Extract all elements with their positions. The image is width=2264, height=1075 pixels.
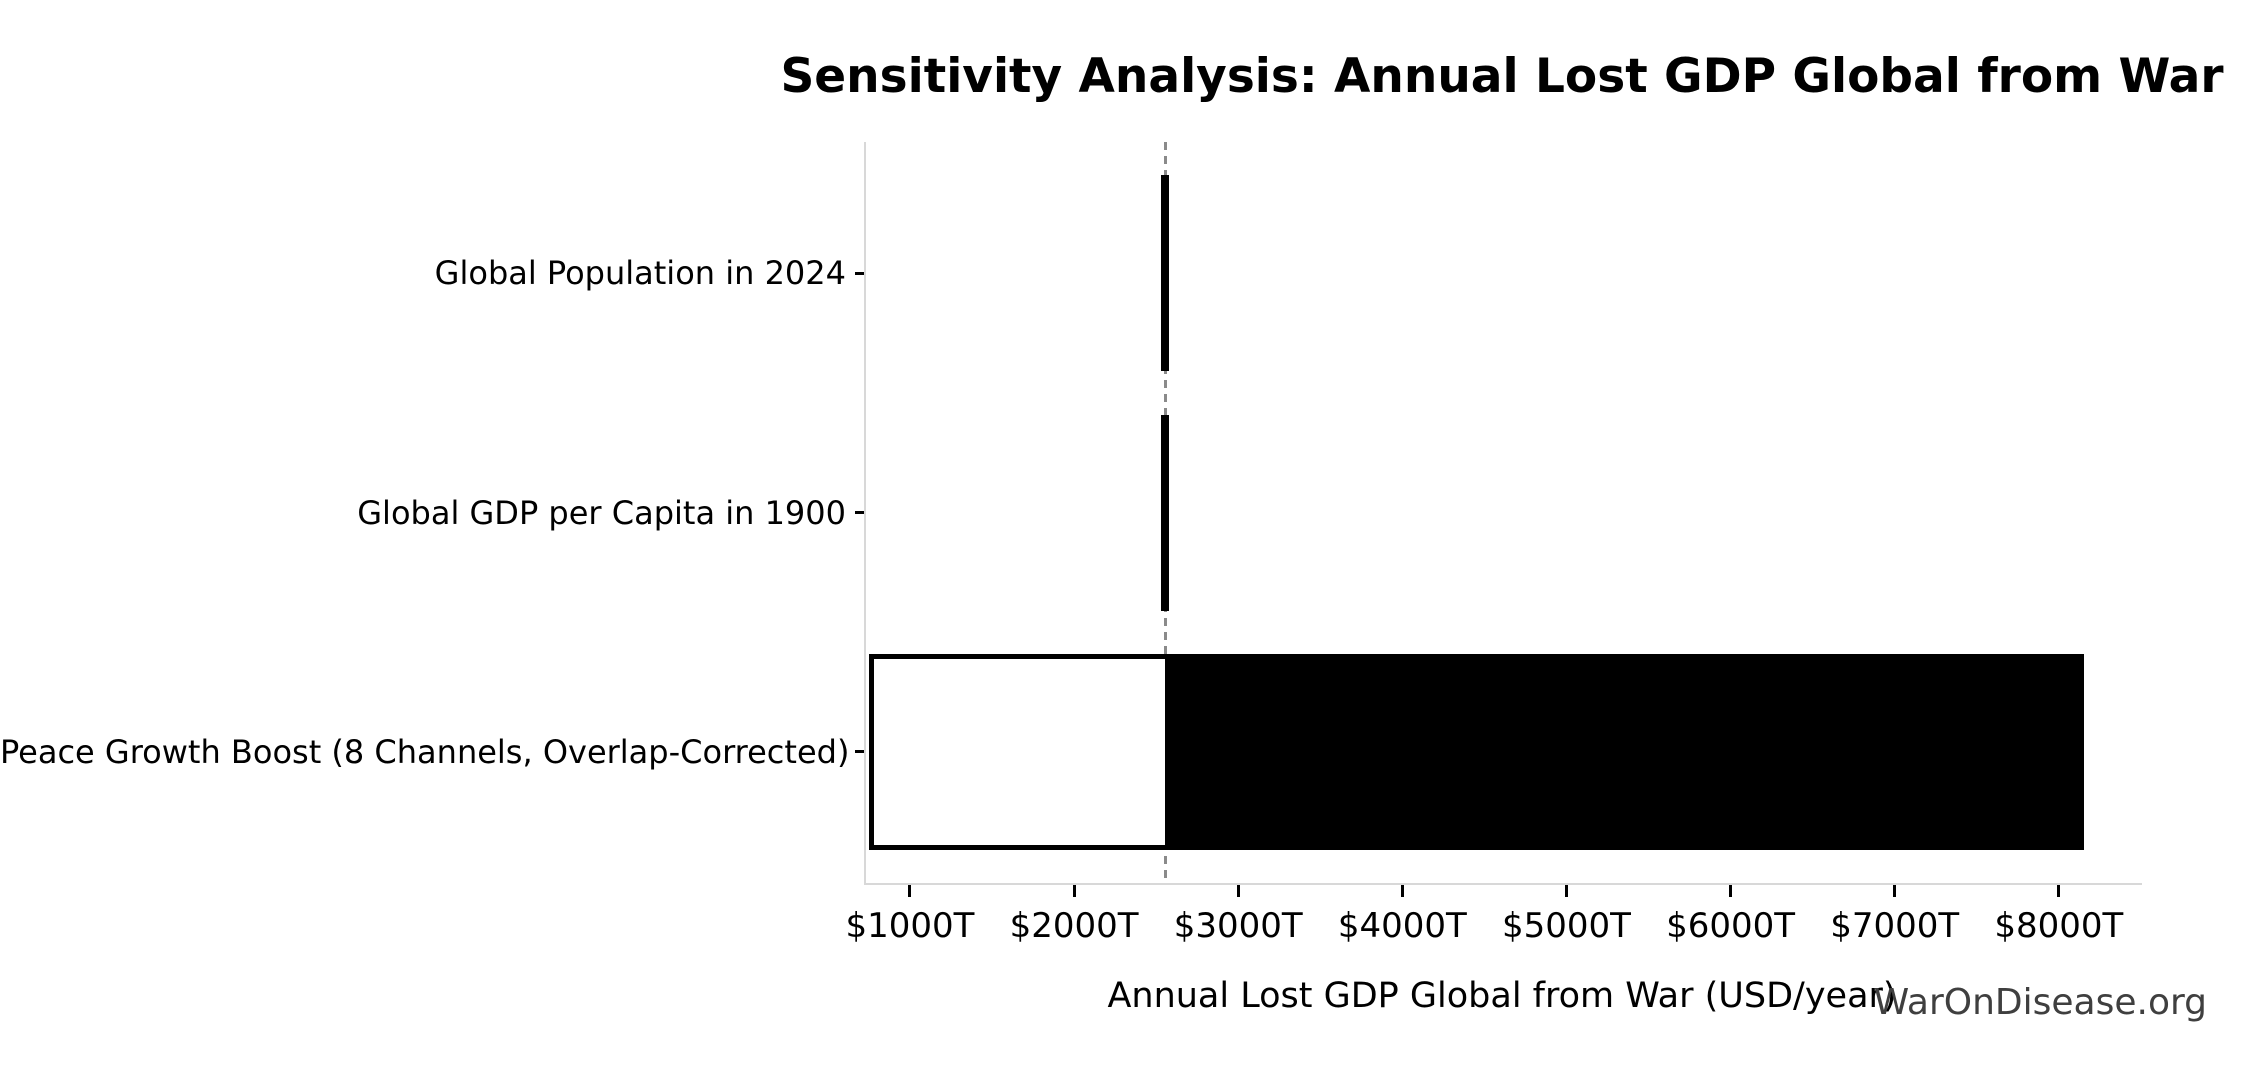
y-tick-label-global-population-in-2024: Global Population in 2024 xyxy=(434,254,846,293)
x-tick-mark xyxy=(1236,885,1240,897)
x-tick-label: $7000T xyxy=(1830,906,1960,946)
x-tick-label: $5000T xyxy=(1501,906,1631,946)
x-tick-label: $6000T xyxy=(1666,906,1796,946)
tornado-bar-global-gdp-per-capita-in-1900 xyxy=(1160,414,1170,611)
x-tick-label: $1000T xyxy=(845,906,975,946)
x-tick-label: $3000T xyxy=(1173,906,1303,946)
tornado-bar-global-population-in-2024 xyxy=(1161,175,1169,372)
y-tick-label-peace-growth-boost-8-channels-overlap-corrected: Peace Growth Boost (8 Channels, Overlap-… xyxy=(0,732,850,771)
x-tick-mark xyxy=(2057,885,2061,897)
x-axis-label: Annual Lost GDP Global from War (USD/yea… xyxy=(1107,976,1897,1016)
x-tick-mark xyxy=(1564,885,1568,897)
watermark-text: WarOnDisease.org xyxy=(1873,982,2207,1023)
y-tick-mark xyxy=(855,271,864,275)
y-tick-label-global-gdp-per-capita-in-1900: Global GDP per Capita in 1900 xyxy=(357,493,846,532)
tornado-bar-peace-growth-boost-8-channels-overlap-corrected xyxy=(868,653,2085,850)
x-tick-mark xyxy=(1729,885,1733,897)
chart-title: Sensitivity Analysis: Annual Lost GDP Gl… xyxy=(780,49,2224,104)
x-tick-mark xyxy=(908,885,912,897)
x-tick-label: $4000T xyxy=(1337,906,1467,946)
x-tick-mark xyxy=(1072,885,1076,897)
x-tick-label: $2000T xyxy=(1009,906,1139,946)
x-tick-mark xyxy=(1400,885,1404,897)
x-tick-mark xyxy=(1893,885,1897,897)
plot-area xyxy=(855,142,2142,897)
x-tick-label: $8000T xyxy=(1994,906,2124,946)
y-tick-mark xyxy=(855,511,864,514)
bar-segment-below-baseline xyxy=(873,658,1166,845)
y-tick-mark xyxy=(855,750,864,754)
